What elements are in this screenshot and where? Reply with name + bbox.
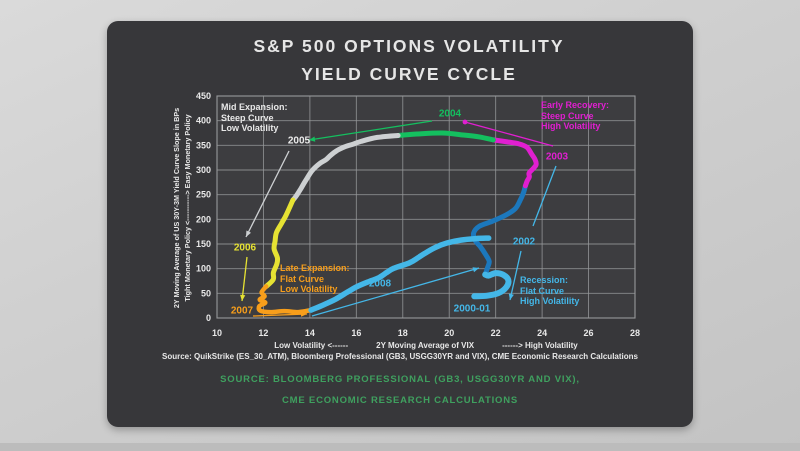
y-tick-250: 250 [196,190,211,200]
pointer-2002-lower [509,250,522,301]
y-axis-title-line2: Tight Monetary Policy <-----------> Easy… [183,114,192,302]
x-tick-10: 10 [212,328,222,338]
pointer-2004 [308,120,433,141]
series-2007-line [256,284,314,315]
pointer-2002-lower-arrowhead [508,293,514,300]
footer-source-line1: SOURCE: BLOOMBERG PROFESSIONAL (GB3, USG… [220,374,580,385]
y-tick-350: 350 [196,140,211,150]
plot-panel [217,96,635,318]
series-2000-01-line [471,270,512,300]
series-2004-line [395,130,496,143]
series-2006-line [263,197,296,289]
pointer-2008 [311,267,480,317]
footer-source-line2: CME ECONOMIC RESEARCH CALCULATIONS [281,395,519,406]
page-bottom-band [0,443,800,451]
y-tick-100: 100 [196,264,211,274]
x-axis-label-high-volatility: ------> High Volatility [502,341,578,350]
y-tick-150: 150 [196,239,211,249]
y-axis-title: 2Y Moving Average of US 30Y-3M Yield Cur… [171,88,193,328]
x-tick-22: 22 [491,328,501,338]
pointer-2004-arrowhead [309,136,316,142]
plot-border [216,95,636,319]
y-axis-title-line1: 2Y Moving Average of US 30Y-3M Yield Cur… [172,107,181,309]
series-2003-line [490,137,539,189]
y-tick-0: 0 [206,313,211,323]
x-axis-title: Low Volatility <------ 2Y Moving Average… [217,341,635,350]
y-tick-450: 450 [196,91,211,101]
x-axis-label-center: 2Y Moving Average of VIX [376,341,475,350]
x-tick-20: 20 [444,328,454,338]
y-tick-400: 400 [196,116,211,126]
chart-source-line: Source: QuikStrike (ES_30_ATM), Bloomber… [162,352,638,361]
y-tick-200: 200 [196,214,211,224]
y-tick-50: 50 [201,288,211,298]
y-tick-300: 300 [196,165,211,175]
pointer-2005 [245,150,290,238]
series-2008-line [308,235,492,313]
series-2005-line [290,133,401,203]
pointer-2003-dot [462,119,468,125]
pointer-2007 [252,313,308,317]
x-axis-label-low-volatility: Low Volatility <------ [274,341,349,350]
pointer-2006-arrowhead [240,294,246,301]
x-tick-26: 26 [584,328,594,338]
x-tick-16: 16 [351,328,361,338]
pointer-2008-arrowhead [472,267,479,273]
series-2002-line [470,183,528,278]
pointer-2003 [464,121,554,147]
x-tick-24: 24 [537,328,547,338]
pointer-2002-upper [532,165,557,227]
pointer-2005-arrowhead [246,230,251,237]
chart-title-line1: S&P 500 OPTIONS VOLATILITY [253,36,565,56]
chart-title-line2: YIELD CURVE CYCLE [301,64,517,84]
pointer-2007-arrowhead [300,311,307,317]
x-tick-12: 12 [258,328,268,338]
x-tick-14: 14 [305,328,315,338]
pointer-2006 [241,256,248,302]
x-tick-18: 18 [398,328,408,338]
x-tick-28: 28 [630,328,640,338]
